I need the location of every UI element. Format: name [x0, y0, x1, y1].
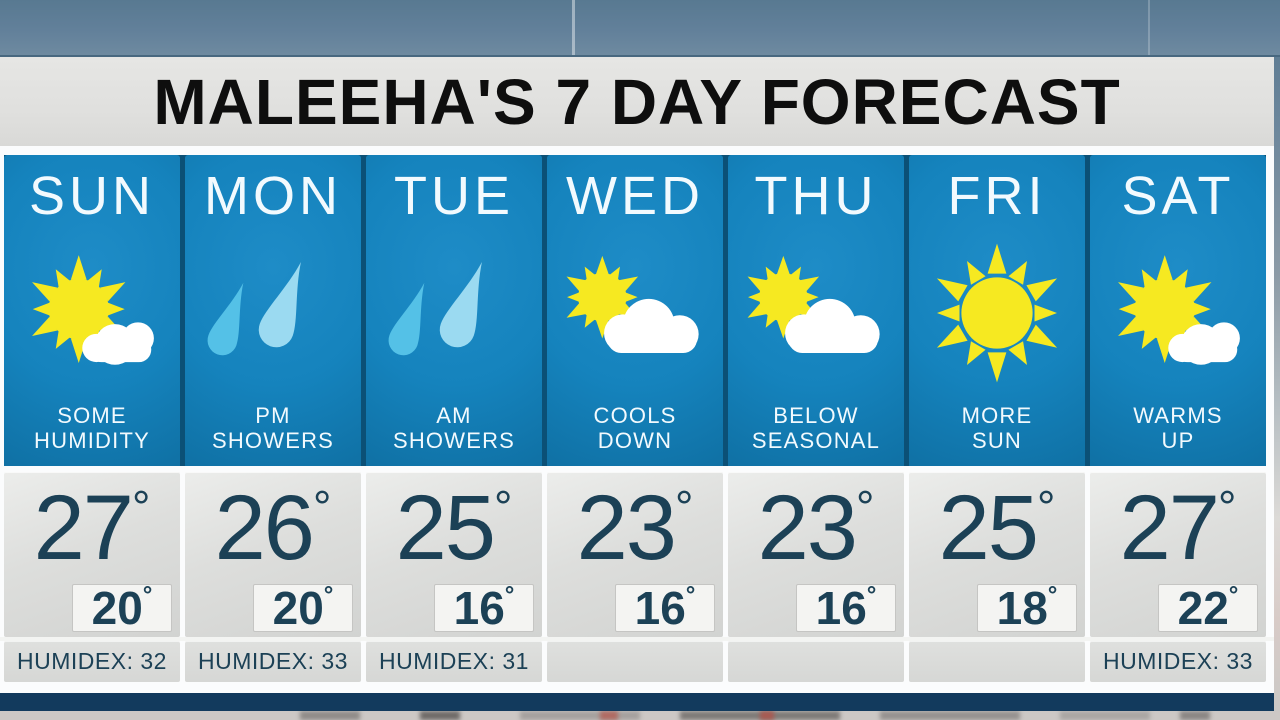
condition-text: MORE SUN [961, 403, 1033, 453]
degree-symbol: ° [674, 481, 694, 533]
temp-cell: 25° 18 ° [909, 472, 1085, 637]
condition-text: COOLS DOWN [593, 403, 677, 453]
high-temp: 25° [938, 477, 1056, 579]
background-city-strip [0, 711, 1280, 720]
low-temp: 20 ° [72, 584, 172, 632]
condition-text: SOME HUMIDITY [34, 403, 150, 453]
humidex-cell [909, 641, 1085, 682]
sun-behind-cloud-icon [728, 223, 904, 403]
humidex-cell: HUMIDEX: 32 [4, 641, 180, 682]
divider [0, 466, 1274, 472]
high-temp: 23° [576, 477, 694, 579]
degree-symbol: ° [685, 582, 696, 609]
degree-symbol: ° [1036, 481, 1056, 533]
degree-symbol: ° [866, 582, 877, 609]
day-column: FRI [909, 155, 1085, 466]
divider [0, 637, 1274, 641]
degree-symbol: ° [131, 481, 151, 533]
low-temp: 16 ° [615, 584, 715, 632]
degree-symbol: ° [1047, 582, 1058, 609]
background-pole-line [572, 0, 575, 55]
low-temp: 18 ° [977, 584, 1077, 632]
divider [0, 146, 1274, 155]
background-blob [300, 711, 360, 720]
background-blob [1060, 711, 1150, 720]
day-label: SUN [28, 166, 155, 226]
day-label: WED [566, 166, 704, 226]
title-bar: MALEEHA'S 7 DAY FORECAST [0, 57, 1274, 146]
rain-icon [366, 223, 542, 403]
temp-cell: 25° 16 ° [366, 472, 542, 637]
humidex-cell: HUMIDEX: 33 [1090, 641, 1266, 682]
background-blob [1180, 711, 1210, 720]
humidex-cell: HUMIDEX: 31 [366, 641, 542, 682]
condition-text: PM SHOWERS [211, 403, 335, 453]
degree-symbol: ° [312, 481, 332, 533]
background-blob [520, 711, 640, 720]
temp-cell: 26° 20 ° [185, 472, 361, 637]
background-blob [600, 711, 618, 720]
day-column: WED [547, 155, 723, 466]
temp-cell: 27° 20 ° [4, 472, 180, 637]
day-label: THU [754, 166, 878, 226]
high-temp: 26° [214, 477, 332, 579]
humidex-cell [547, 641, 723, 682]
temp-cell: 23° 16 ° [728, 472, 904, 637]
humidex-cell: HUMIDEX: 33 [185, 641, 361, 682]
low-temp: 20 ° [253, 584, 353, 632]
condition-text: BELOW SEASONAL [751, 403, 881, 453]
degree-symbol: ° [323, 582, 334, 609]
temp-cell: 23° 16 ° [547, 472, 723, 637]
low-temp: 22 ° [1158, 584, 1258, 632]
humidex-cell [728, 641, 904, 682]
rain-icon [185, 223, 361, 403]
day-label: SAT [1121, 166, 1235, 226]
low-temp: 16 ° [796, 584, 896, 632]
low-temp: 16 ° [434, 584, 534, 632]
temp-cell: 27° 22 ° [1090, 472, 1266, 637]
degree-symbol: ° [504, 582, 515, 609]
day-label: FRI [947, 166, 1047, 226]
degree-symbol: ° [493, 481, 513, 533]
day-column: TUE AM SHOWERS [366, 155, 542, 466]
day-column: SUN [4, 155, 180, 466]
day-label: MON [204, 166, 342, 226]
day-column: SAT [1090, 155, 1266, 466]
condition-text: AM SHOWERS [392, 403, 516, 453]
degree-symbol: ° [142, 582, 153, 609]
background-pole-line [1148, 0, 1150, 55]
degree-symbol: ° [1217, 481, 1237, 533]
background-blob [420, 711, 460, 720]
condition-text: WARMS UP [1133, 403, 1223, 453]
sun-cloud-icon [4, 223, 180, 403]
page-title: MALEEHA'S 7 DAY FORECAST [153, 65, 1121, 138]
humidex-row: HUMIDEX: 32 HUMIDEX: 33 HUMIDEX: 31 HUMI… [0, 641, 1274, 682]
day-label: TUE [394, 166, 514, 226]
footer-bar [0, 693, 1274, 711]
sun-icon [909, 223, 1085, 403]
temperature-band: 27° 20 ° 26° 20 ° 25° 16 ° 23° 16 ° 23° 16 ° … [0, 472, 1274, 637]
day-column: THU [728, 155, 904, 466]
day-column: MON PM SHOWERS [185, 155, 361, 466]
degree-symbol: ° [855, 481, 875, 533]
sun-cloud-icon [1090, 223, 1266, 403]
divider [0, 682, 1274, 693]
background-sky-strip [0, 0, 1280, 57]
background-blob [880, 711, 1020, 720]
high-temp: 25° [395, 477, 513, 579]
background-blob [760, 711, 774, 720]
degree-symbol: ° [1228, 582, 1239, 609]
high-temp: 27° [33, 477, 151, 579]
day-panel: SUN [0, 155, 1274, 466]
sun-behind-cloud-icon [547, 223, 723, 403]
high-temp: 27° [1119, 477, 1237, 579]
high-temp: 23° [757, 477, 875, 579]
